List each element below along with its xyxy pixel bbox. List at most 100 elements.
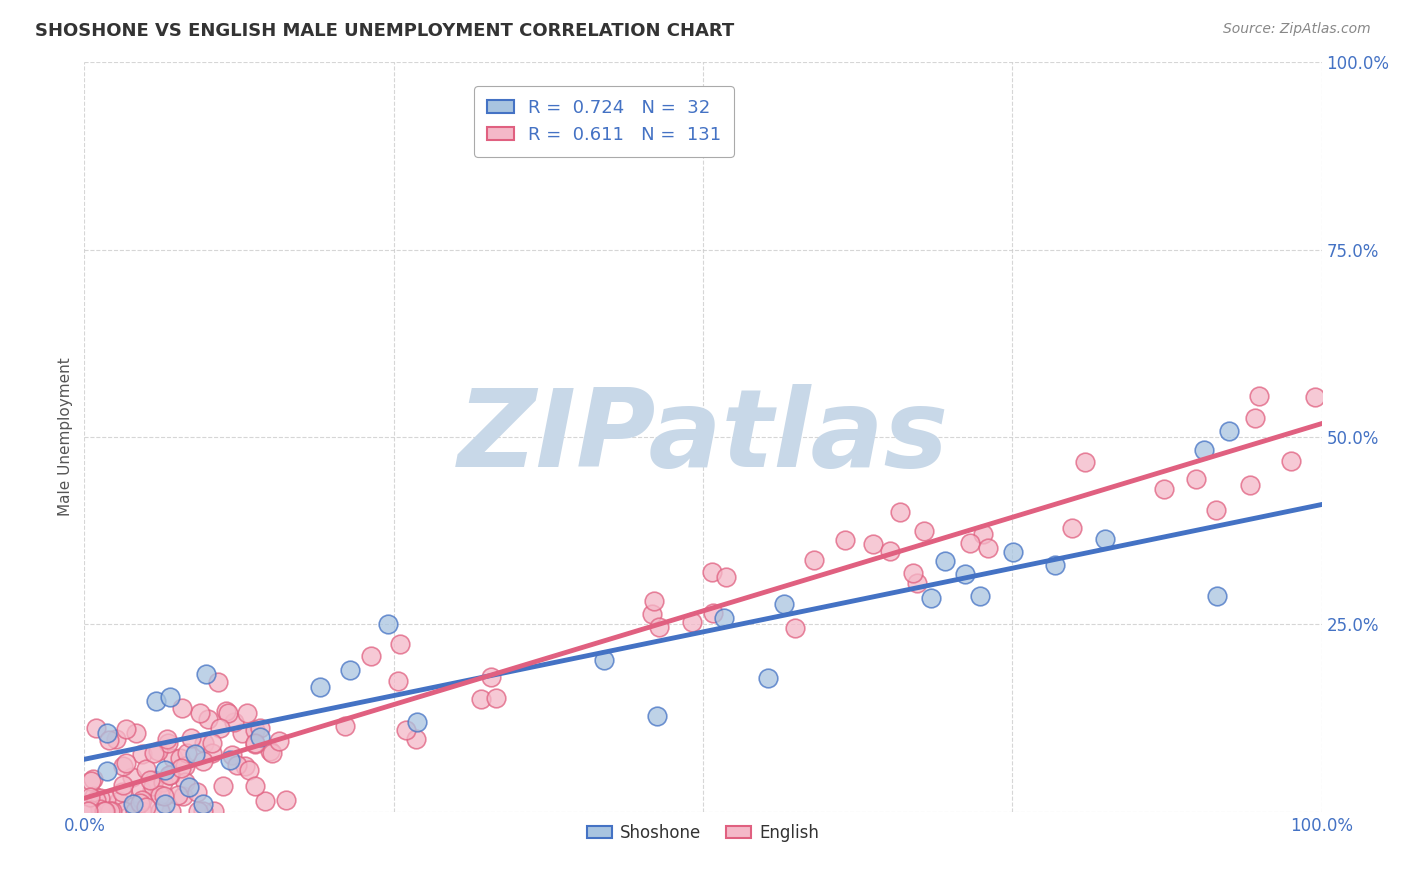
Point <box>124 799 146 814</box>
Point <box>142 779 165 793</box>
Point <box>201 736 224 750</box>
Point <box>129 783 152 797</box>
Point <box>593 653 616 667</box>
Point <box>1218 424 1240 438</box>
Point <box>89 802 111 816</box>
Point <box>191 797 214 812</box>
Point <box>245 737 267 751</box>
Point <box>702 565 724 579</box>
Point <box>1153 482 1175 496</box>
Point <box>191 755 214 769</box>
Point <box>172 789 194 803</box>
Point <box>156 736 179 750</box>
Point <box>274 793 297 807</box>
Point <box>377 616 399 631</box>
Point <box>972 526 994 541</box>
Point <box>125 726 148 740</box>
Point <box>959 536 981 550</box>
Point <box>180 731 202 745</box>
Point <box>96 725 118 739</box>
Point <box>217 706 239 721</box>
Point <box>105 731 128 746</box>
Point <box>1074 455 1097 469</box>
Point <box>479 670 502 684</box>
Point <box>115 722 138 736</box>
Point <box>84 721 107 735</box>
Point <box>1205 503 1227 517</box>
Point <box>716 570 738 584</box>
Point <box>100 804 122 818</box>
Point <box>643 593 665 607</box>
Point <box>969 590 991 604</box>
Point <box>139 772 162 787</box>
Point <box>1001 545 1024 559</box>
Point <box>231 726 253 740</box>
Point <box>190 706 212 720</box>
Point <box>207 674 229 689</box>
Point <box>80 803 103 817</box>
Point <box>173 758 195 772</box>
Point <box>159 690 181 705</box>
Point <box>772 597 794 611</box>
Point <box>387 674 409 689</box>
Point <box>862 537 884 551</box>
Point <box>208 721 231 735</box>
Point <box>215 704 238 718</box>
Point <box>135 762 157 776</box>
Point <box>193 804 215 818</box>
Point <box>648 620 671 634</box>
Point <box>98 732 121 747</box>
Point <box>111 778 134 792</box>
Point <box>94 804 117 818</box>
Text: Source: ZipAtlas.com: Source: ZipAtlas.com <box>1223 22 1371 37</box>
Point <box>149 804 172 818</box>
Point <box>169 761 191 775</box>
Point <box>901 566 924 580</box>
Y-axis label: Male Unemployment: Male Unemployment <box>58 358 73 516</box>
Point <box>1303 390 1326 404</box>
Point <box>89 791 111 805</box>
Text: SHOSHONE VS ENGLISH MALE UNEMPLOYMENT CORRELATION CHART: SHOSHONE VS ENGLISH MALE UNEMPLOYMENT CO… <box>35 22 734 40</box>
Point <box>254 794 277 808</box>
Point <box>702 606 724 620</box>
Point <box>112 804 135 818</box>
Point <box>84 793 107 807</box>
Point <box>713 611 735 625</box>
Point <box>122 797 145 812</box>
Point <box>1062 521 1084 535</box>
Point <box>1094 532 1116 546</box>
Point <box>131 747 153 761</box>
Point <box>803 552 825 566</box>
Point <box>146 744 169 758</box>
Point <box>131 804 153 818</box>
Point <box>269 734 291 748</box>
Point <box>953 566 976 581</box>
Point <box>211 780 233 794</box>
Point <box>93 804 115 818</box>
Point <box>395 723 418 738</box>
Point <box>339 663 361 677</box>
Point <box>406 714 429 729</box>
Point <box>1243 410 1265 425</box>
Point <box>681 615 703 629</box>
Point <box>124 804 146 818</box>
Text: ZIPatlas: ZIPatlas <box>457 384 949 490</box>
Point <box>169 751 191 765</box>
Point <box>129 796 152 810</box>
Point <box>889 505 911 519</box>
Point <box>184 747 207 761</box>
Point <box>187 804 209 818</box>
Point <box>756 671 779 685</box>
Point <box>176 746 198 760</box>
Point <box>309 681 332 695</box>
Point <box>202 804 225 818</box>
Point <box>834 533 856 547</box>
Point <box>80 774 103 789</box>
Point <box>83 789 105 804</box>
Point <box>131 793 153 807</box>
Point <box>96 804 118 818</box>
Point <box>1043 558 1066 572</box>
Point <box>149 788 172 802</box>
Point <box>186 785 208 799</box>
Point <box>224 714 246 729</box>
